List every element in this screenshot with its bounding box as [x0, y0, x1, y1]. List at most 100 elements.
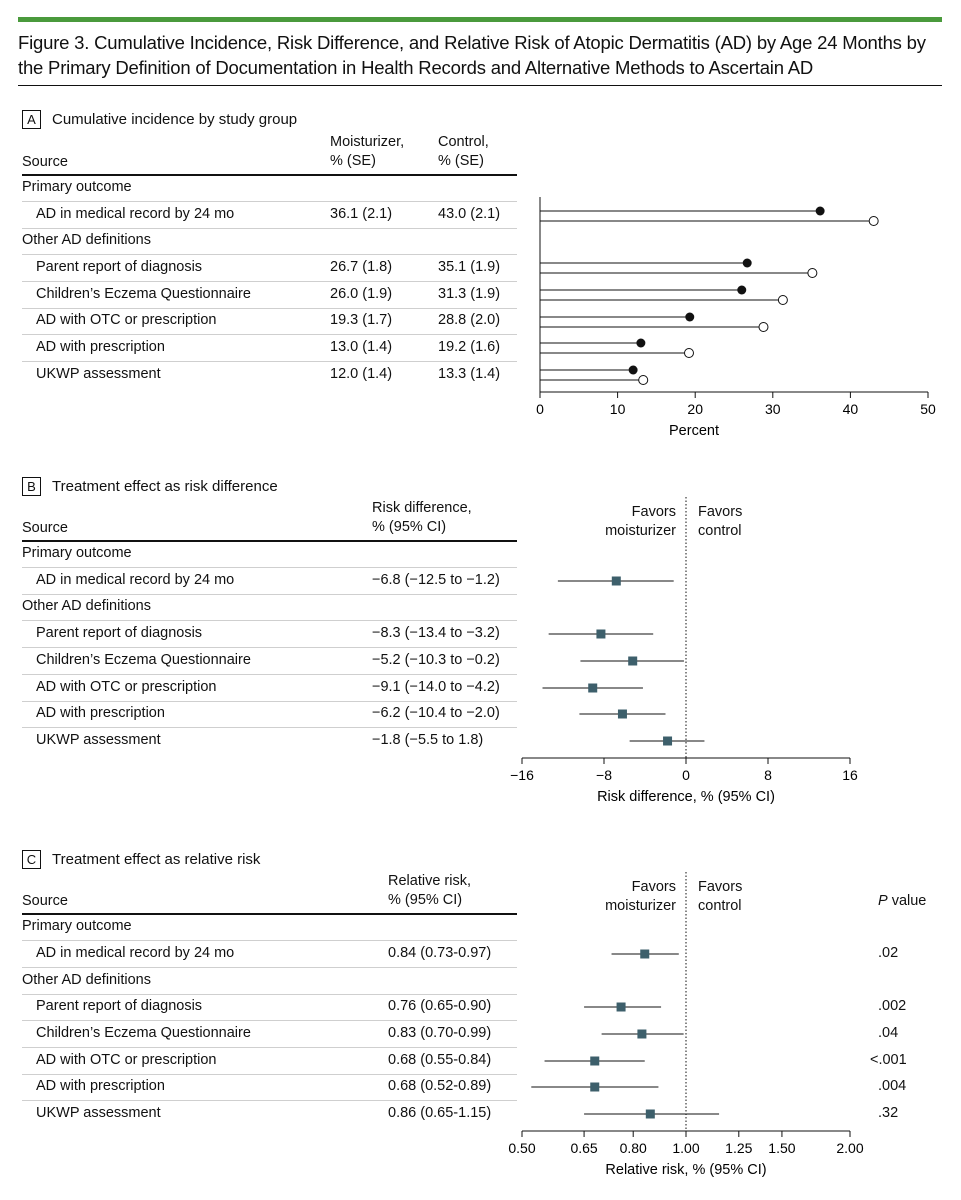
- title-rule: [18, 85, 942, 86]
- panel-c-row-source: AD with OTC or prescription: [36, 1052, 217, 1068]
- panel-b-favors-moisturizer-line1: Favors: [631, 504, 676, 520]
- panel-c-row-p: .02: [878, 945, 899, 961]
- panel-a-moisturizer-header-line1: Moisturizer,: [330, 134, 405, 150]
- panel-a-group-other: Other AD definitions: [22, 232, 151, 248]
- panel-a-row-source: UKWP assessment: [36, 366, 161, 382]
- moisturizer-point: [815, 206, 825, 216]
- panel-a-row-moisturizer: 36.1 (2.1): [330, 206, 393, 222]
- control-point: [758, 322, 769, 332]
- panel-b-favors-control: Favors control: [698, 503, 742, 541]
- title-accent-bar: [18, 17, 942, 22]
- panel-b-row-source: Children’s Eczema Questionnaire: [36, 652, 251, 668]
- panel-a-row-moisturizer: 26.7 (1.8): [330, 259, 393, 275]
- panel-c-p-header-italic: P: [878, 893, 888, 909]
- row-divider: [22, 361, 517, 362]
- panel-b-favors-moisturizer-line2: moisturizer: [605, 523, 676, 539]
- panel-b-x-tick-label: 16: [842, 767, 858, 783]
- panel-c-group-other: Other AD definitions: [22, 972, 151, 988]
- panel-a-row-control: 31.3 (1.9): [438, 286, 501, 302]
- panel-b-title: Treatment effect as risk difference: [52, 478, 278, 495]
- panel-a-row-control: 19.2 (1.6): [438, 339, 501, 355]
- panel-c-group-primary: Primary outcome: [22, 918, 132, 934]
- panel-c-header: C Treatment effect as relative risk: [22, 850, 260, 869]
- row-divider: [22, 620, 517, 621]
- panel-c-point-estimate: [590, 1056, 600, 1066]
- panel-b-x-tick-label: 8: [764, 767, 772, 783]
- panel-b-x-axis-label: Risk difference, % (95% CI): [597, 789, 775, 805]
- panel-b-row-source: AD in medical record by 24 mo: [36, 572, 235, 588]
- panel-b-row-source: UKWP assessment: [36, 732, 161, 748]
- row-divider: [22, 940, 517, 941]
- panel-a-row-moisturizer: 12.0 (1.4): [330, 366, 393, 382]
- panel-a-title: Cumulative incidence by study group: [52, 111, 298, 128]
- panel-c-row-value: 0.68 (0.52-0.89): [388, 1078, 492, 1094]
- panel-c-x-tick-label: 0.80: [620, 1140, 647, 1156]
- panel-c-point-estimate: [640, 949, 650, 959]
- panel-c-p-header-text: value: [891, 893, 927, 909]
- row-divider: [22, 334, 517, 335]
- row-divider: [22, 727, 517, 728]
- row-divider: [22, 254, 517, 255]
- panel-a-moisturizer-header: Moisturizer, % (SE): [330, 133, 404, 171]
- panel-a-control-header-line2: % (SE): [438, 153, 484, 169]
- panel-c-value-header-line2: % (95% CI): [388, 892, 463, 908]
- panel-c-row-value: 0.76 (0.65-0.90): [388, 998, 492, 1014]
- panel-c-row-source: Parent report of diagnosis: [36, 998, 203, 1014]
- panel-c-x-axis-label: Relative risk, % (95% CI): [605, 1162, 766, 1178]
- panel-c-point-estimate: [637, 1029, 647, 1039]
- panel-c-row-p: .32: [878, 1105, 899, 1121]
- row-divider: [22, 1047, 517, 1048]
- panel-b-point-estimate: [663, 736, 673, 746]
- control-point: [868, 216, 879, 226]
- panel-a-row-source: AD with prescription: [36, 339, 165, 355]
- panel-b-value-header: Risk difference, % (95% CI): [372, 499, 472, 537]
- panel-c-row-source: UKWP assessment: [36, 1105, 161, 1121]
- panel-a-row-control: 35.1 (1.9): [438, 259, 501, 275]
- panel-b-header-rule: [22, 540, 517, 542]
- panel-c-row-value: 0.86 (0.65-1.15): [388, 1105, 492, 1121]
- panel-c-value-header-line1: Relative risk,: [388, 873, 471, 889]
- panel-a-row-source: AD in medical record by 24 mo: [36, 206, 235, 222]
- moisturizer-point: [636, 338, 646, 348]
- panel-b-header: B Treatment effect as risk difference: [22, 477, 278, 496]
- panel-b-x-tick-label: 0: [682, 767, 690, 783]
- row-divider: [22, 1100, 517, 1101]
- panel-b-row-source: AD with prescription: [36, 705, 165, 721]
- panel-a-row-control: 13.3 (1.4): [438, 366, 501, 382]
- panel-b-letter: B: [22, 477, 41, 496]
- row-divider: [22, 674, 517, 675]
- panel-c-row-p: .04: [878, 1025, 899, 1041]
- panel-c-row-p: .002: [878, 998, 907, 1014]
- panel-c-x-tick-label: 1.00: [672, 1140, 699, 1156]
- panel-a-x-tick-label: 40: [843, 401, 859, 417]
- moisturizer-point: [742, 258, 752, 268]
- panel-a-row-source: Children’s Eczema Questionnaire: [36, 286, 251, 302]
- panel-a-row-control: 43.0 (2.1): [438, 206, 501, 222]
- control-point: [807, 268, 818, 278]
- panel-b-point-estimate: [611, 576, 621, 586]
- panel-c-x-tick-label: 1.50: [768, 1140, 795, 1156]
- panel-c-favors-moisturizer-line1: Favors: [631, 879, 676, 895]
- panel-b-favors-control-line1: Favors: [698, 504, 743, 520]
- panel-b-point-estimate: [628, 656, 638, 666]
- panel-c-row-p: .004: [878, 1078, 907, 1094]
- panel-c-x-tick-label: 0.65: [570, 1140, 597, 1156]
- panel-a-x-tick-label: 10: [610, 401, 626, 417]
- panel-a-x-tick-label: 30: [765, 401, 781, 417]
- row-divider: [22, 281, 517, 282]
- panel-b-x-tick-label: −16: [510, 767, 534, 783]
- control-point: [638, 375, 649, 385]
- panel-b-source-header: Source: [22, 520, 68, 536]
- panel-b-x-tick-label: −8: [596, 767, 612, 783]
- row-divider: [22, 647, 517, 648]
- panel-b-favors-control-line2: control: [698, 523, 742, 539]
- row-divider: [22, 701, 517, 702]
- panel-a-letter: A: [22, 110, 41, 129]
- panel-b-favors-moisturizer: Favors moisturizer: [560, 503, 676, 541]
- panel-c-favors-control-line2: control: [698, 898, 742, 914]
- panel-a-row-control: 28.8 (2.0): [438, 312, 501, 328]
- panel-c-x-tick-label: 2.00: [836, 1140, 863, 1156]
- panel-c-point-estimate: [616, 1002, 626, 1012]
- figure-title: Figure 3. Cumulative Incidence, Risk Dif…: [18, 32, 926, 78]
- panel-c-title: Treatment effect as relative risk: [52, 851, 261, 868]
